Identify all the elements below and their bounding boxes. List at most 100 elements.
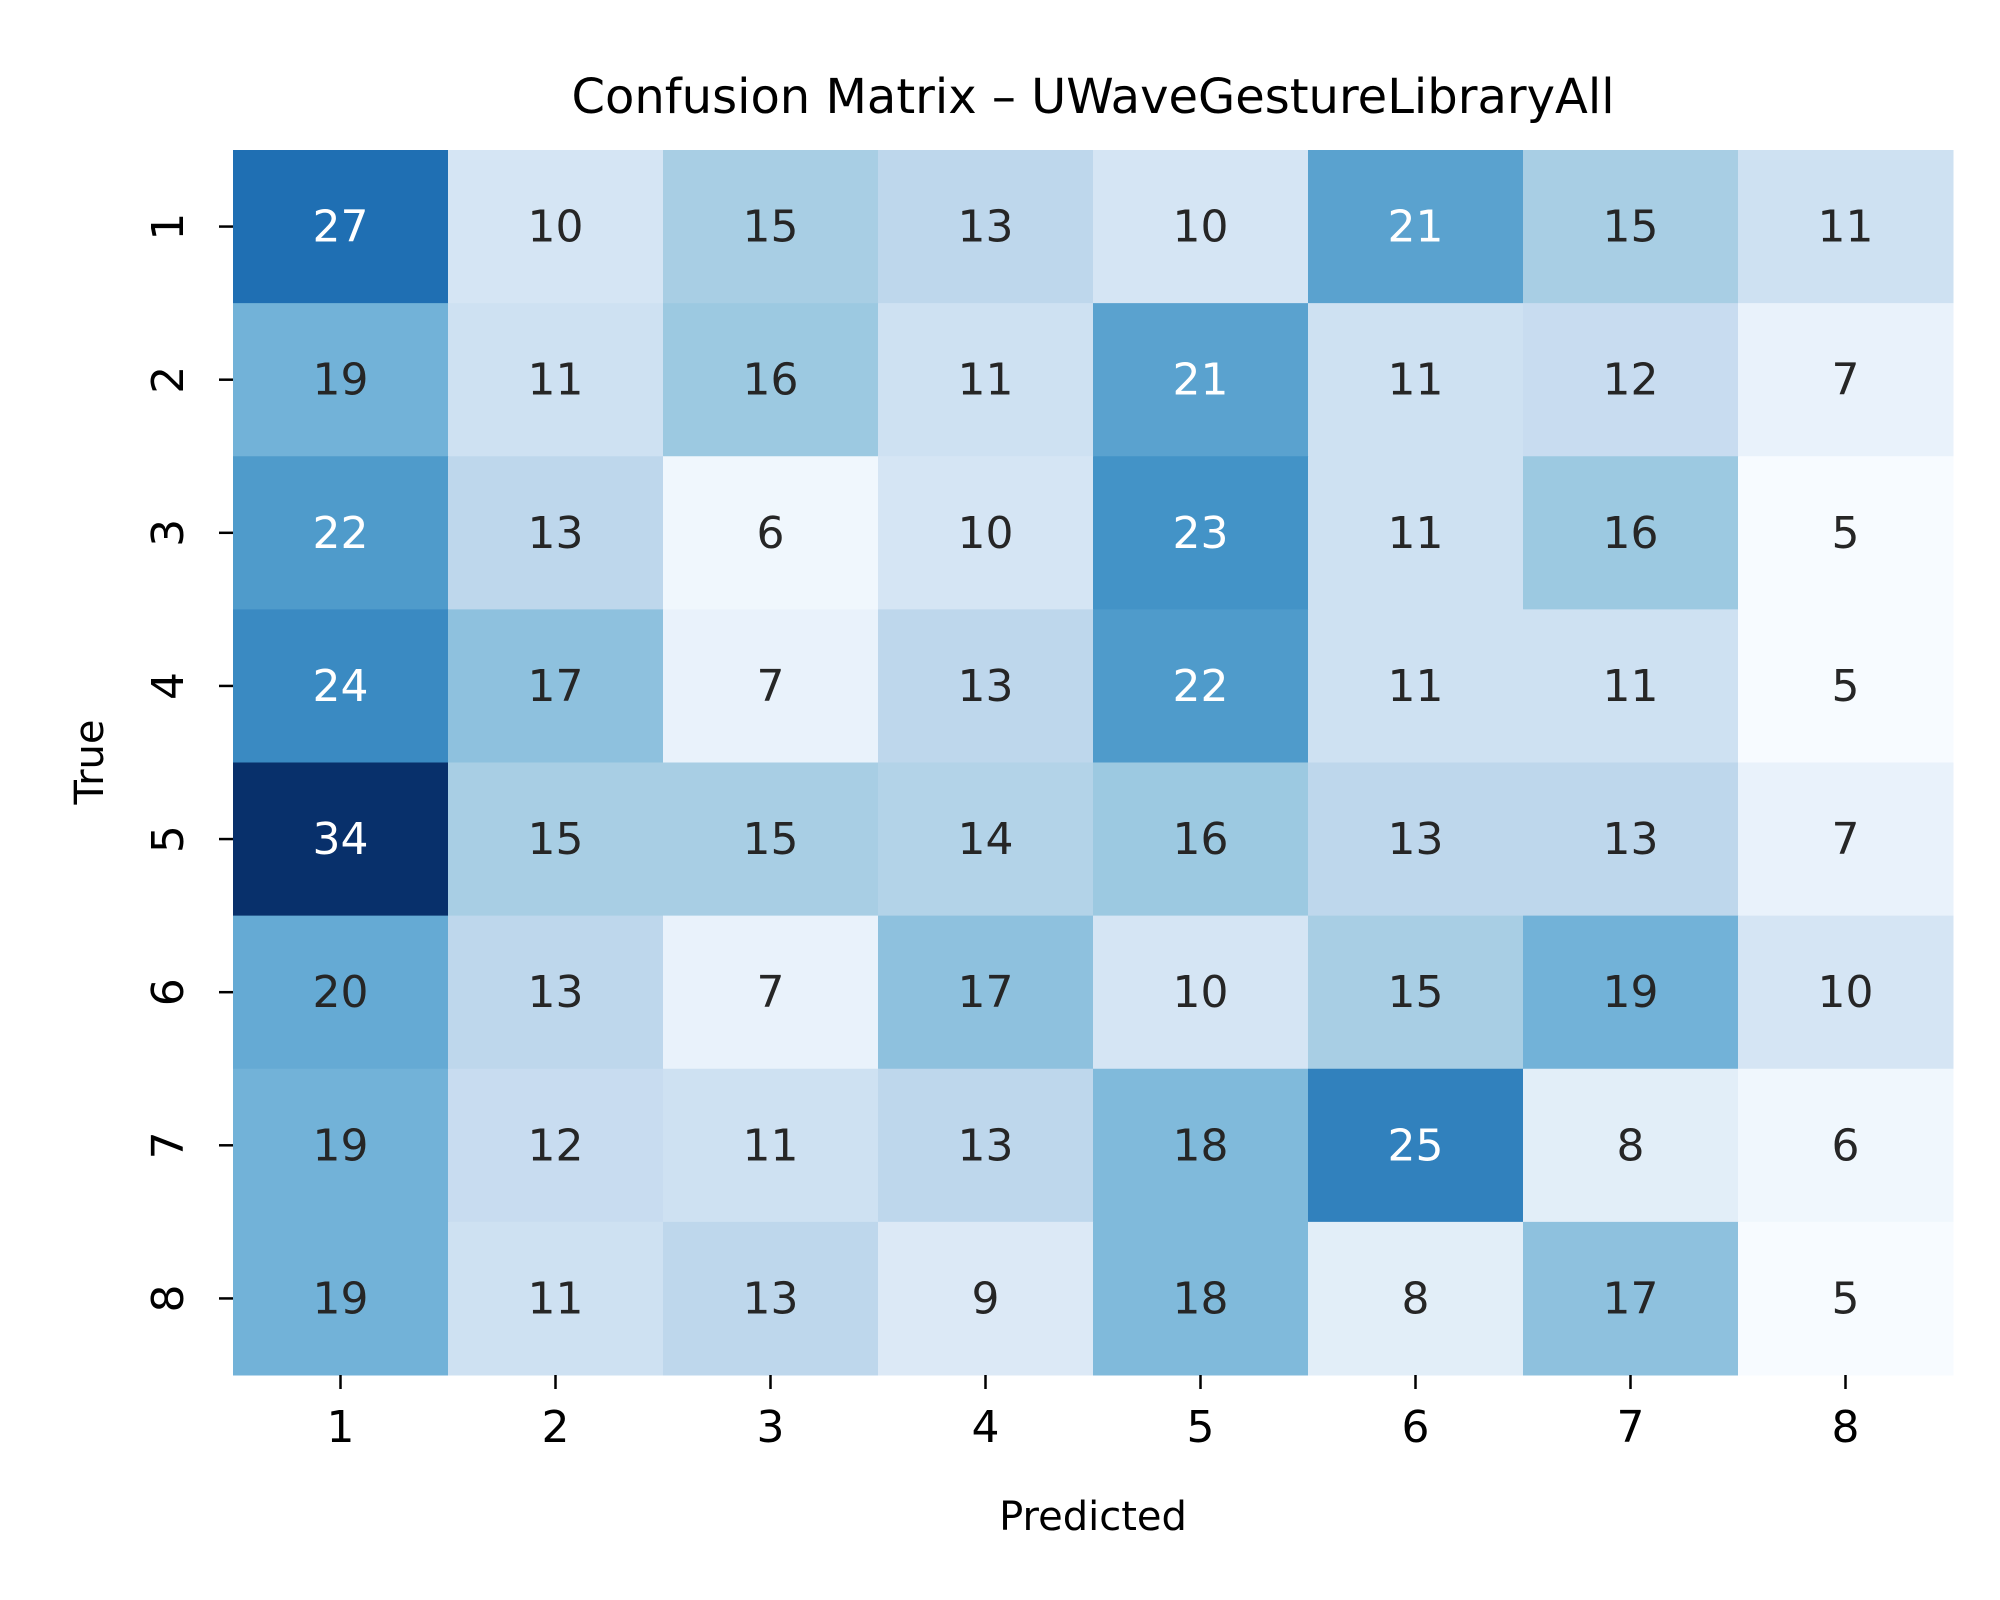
cell-6-6 [1308, 915, 1524, 1070]
heatmap-cells: 27 10 15 13 10 21 15 11 19 11 16 11 21 11 12 7 22 13 6 10 23… [233, 150, 1954, 1376]
cell-value-7-4: 13 [958, 1120, 1014, 1171]
cell-8-5 [1093, 1221, 1309, 1376]
cell-value-5-6: 13 [1388, 814, 1444, 865]
cell-value-4-4: 13 [958, 661, 1014, 712]
cell-7-2 [448, 1068, 664, 1223]
cell-value-6-7: 19 [1603, 967, 1659, 1018]
cell-3-8 [1738, 456, 1954, 610]
cell-8-3 [663, 1221, 879, 1376]
cell-value-5-2: 15 [528, 814, 584, 865]
cell-value-3-2: 13 [528, 508, 584, 559]
cell-7-5 [1093, 1068, 1309, 1223]
cell-value-5-8: 7 [1832, 814, 1860, 865]
cell-3-4 [878, 456, 1094, 610]
cell-5-4 [878, 762, 1094, 917]
cell-8-7 [1523, 1221, 1739, 1376]
cell-6-3 [663, 915, 879, 1070]
cell-7-7 [1523, 1068, 1739, 1223]
cell-value-2-6: 11 [1388, 355, 1444, 406]
cell-value-7-5: 18 [1173, 1120, 1229, 1171]
y-axis-label: True [67, 720, 113, 806]
cell-8-1 [233, 1221, 449, 1376]
x-tick-label-2: 2 [542, 1402, 570, 1453]
y-tick-label-1: 1 [143, 213, 194, 241]
cell-value-3-4: 10 [958, 508, 1014, 559]
cell-1-4 [878, 150, 1094, 304]
cell-value-4-8: 5 [1832, 661, 1860, 712]
cell-1-7 [1523, 150, 1739, 304]
x-tick-label-4: 4 [972, 1402, 1000, 1453]
cell-value-7-1: 19 [313, 1120, 369, 1171]
cell-7-1 [233, 1068, 449, 1223]
cell-2-1 [233, 303, 449, 457]
x-tick-label-6: 6 [1402, 1402, 1430, 1453]
cell-3-5 [1093, 456, 1309, 610]
cell-value-7-2: 12 [528, 1120, 584, 1171]
cell-3-7 [1523, 456, 1739, 610]
cell-value-2-2: 11 [528, 355, 584, 406]
cell-2-8 [1738, 303, 1954, 457]
cell-2-7 [1523, 303, 1739, 457]
cell-value-2-3: 16 [743, 355, 799, 406]
cell-value-8-6: 8 [1402, 1273, 1430, 1324]
cell-value-2-8: 7 [1832, 355, 1860, 406]
cell-4-1 [233, 609, 449, 763]
cell-1-2 [448, 150, 664, 304]
cell-value-2-7: 12 [1603, 355, 1659, 406]
cell-5-1 [233, 762, 449, 917]
cell-3-2 [448, 456, 664, 610]
cell-value-4-6: 11 [1388, 661, 1444, 712]
cell-1-1 [233, 150, 449, 304]
cell-value-1-4: 13 [958, 202, 1014, 253]
cell-4-8 [1738, 609, 1954, 763]
cell-value-8-7: 17 [1603, 1273, 1659, 1324]
cell-value-8-3: 13 [743, 1273, 799, 1324]
cell-value-6-4: 17 [958, 967, 1014, 1018]
cell-5-7 [1523, 762, 1739, 917]
cell-3-3 [663, 456, 879, 610]
cell-value-3-1: 22 [313, 508, 369, 559]
cell-4-4 [878, 609, 1094, 763]
cell-value-4-5: 22 [1173, 661, 1229, 712]
cell-value-7-3: 11 [743, 1120, 799, 1171]
cell-2-3 [663, 303, 879, 457]
cell-value-3-5: 23 [1173, 508, 1229, 559]
cell-value-1-7: 15 [1603, 202, 1659, 253]
cell-8-4 [878, 1221, 1094, 1376]
cell-1-6 [1308, 150, 1524, 304]
x-axis-label: Predicted [999, 1494, 1187, 1540]
y-tick-label-6: 6 [143, 978, 194, 1006]
cell-value-4-2: 17 [528, 661, 584, 712]
cell-1-8 [1738, 150, 1954, 304]
cell-4-7 [1523, 609, 1739, 763]
cell-value-8-2: 11 [528, 1273, 584, 1324]
cell-value-6-8: 10 [1818, 967, 1874, 1018]
cell-value-4-7: 11 [1603, 661, 1659, 712]
cell-8-6 [1308, 1221, 1524, 1376]
x-tick-label-3: 3 [757, 1402, 785, 1453]
cell-4-5 [1093, 609, 1309, 763]
cell-value-3-3: 6 [757, 508, 785, 559]
cell-value-1-3: 15 [743, 202, 799, 253]
cell-6-4 [878, 915, 1094, 1070]
cell-value-8-8: 5 [1832, 1273, 1860, 1324]
cell-value-1-2: 10 [528, 202, 584, 253]
cell-value-3-6: 11 [1388, 508, 1444, 559]
cell-value-8-5: 18 [1173, 1273, 1229, 1324]
cell-value-2-5: 21 [1173, 355, 1229, 406]
cell-7-6 [1308, 1068, 1524, 1223]
y-tick-label-3: 3 [143, 519, 194, 547]
cell-4-6 [1308, 609, 1524, 763]
x-tick-label-1: 1 [327, 1402, 355, 1453]
x-tick-label-8: 8 [1832, 1402, 1860, 1453]
cell-value-4-1: 24 [313, 661, 369, 712]
cell-1-3 [663, 150, 879, 304]
cell-value-5-5: 16 [1173, 814, 1229, 865]
cell-value-1-8: 11 [1818, 202, 1874, 253]
cell-2-4 [878, 303, 1094, 457]
x-tick-label-7: 7 [1617, 1402, 1645, 1453]
cell-2-2 [448, 303, 664, 457]
cell-4-3 [663, 609, 879, 763]
cell-value-6-6: 15 [1388, 967, 1444, 1018]
